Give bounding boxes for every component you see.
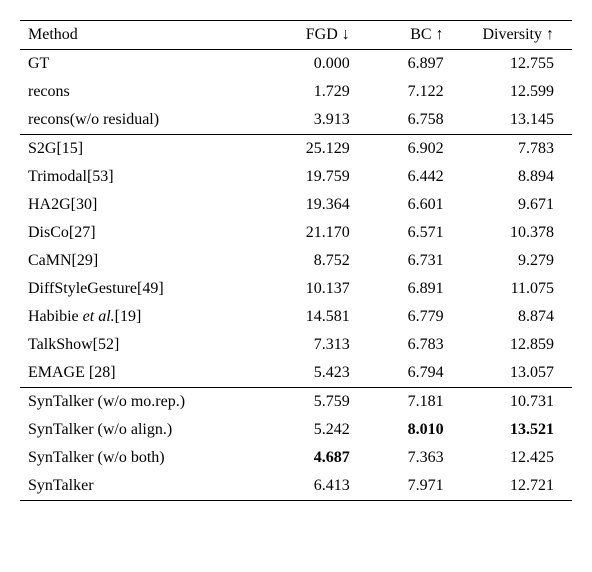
table-row: SynTalker (w/o align.)5.2428.01013.521 bbox=[20, 416, 572, 444]
cell-bc: 8.010 bbox=[368, 416, 462, 444]
table-row: SynTalker (w/o both)4.6877.36312.425 bbox=[20, 444, 572, 472]
cell-bc: 6.897 bbox=[368, 50, 462, 79]
cell-diversity: 12.721 bbox=[462, 472, 572, 501]
cell-method: SynTalker bbox=[20, 472, 268, 501]
table-row: EMAGE [28]5.4236.79413.057 bbox=[20, 359, 572, 388]
cell-bc: 6.779 bbox=[368, 303, 462, 331]
cell-fgd: 1.729 bbox=[268, 78, 367, 106]
table-header-row: Method FGD ↓ BC ↑ Diversity ↑ bbox=[20, 21, 572, 50]
cell-method: S2G[15] bbox=[20, 135, 268, 164]
cell-diversity: 13.145 bbox=[462, 106, 572, 135]
table-row: DiffStyleGesture[49]10.1376.89111.075 bbox=[20, 275, 572, 303]
results-table-container: Method FGD ↓ BC ↑ Diversity ↑ GT0.0006.8… bbox=[20, 20, 572, 501]
cell-bc: 6.891 bbox=[368, 275, 462, 303]
cell-method: SynTalker (w/o both) bbox=[20, 444, 268, 472]
table-row: DisCo[27]21.1706.57110.378 bbox=[20, 219, 572, 247]
cell-fgd: 19.759 bbox=[268, 163, 367, 191]
cell-bc: 7.181 bbox=[368, 388, 462, 417]
cell-bc: 6.731 bbox=[368, 247, 462, 275]
cell-bc: 6.783 bbox=[368, 331, 462, 359]
cell-fgd: 5.242 bbox=[268, 416, 367, 444]
cell-fgd: 10.137 bbox=[268, 275, 367, 303]
cell-fgd: 4.687 bbox=[268, 444, 367, 472]
cell-bc: 7.122 bbox=[368, 78, 462, 106]
table-row: S2G[15]25.1296.9027.783 bbox=[20, 135, 572, 164]
cell-bc: 7.363 bbox=[368, 444, 462, 472]
cell-bc: 6.442 bbox=[368, 163, 462, 191]
cell-diversity: 7.783 bbox=[462, 135, 572, 164]
cell-method: CaMN[29] bbox=[20, 247, 268, 275]
cell-diversity: 13.521 bbox=[462, 416, 572, 444]
cell-fgd: 6.413 bbox=[268, 472, 367, 501]
cell-method: DiffStyleGesture[49] bbox=[20, 275, 268, 303]
cell-diversity: 12.599 bbox=[462, 78, 572, 106]
cell-method: EMAGE [28] bbox=[20, 359, 268, 388]
cell-diversity: 11.075 bbox=[462, 275, 572, 303]
cell-fgd: 7.313 bbox=[268, 331, 367, 359]
cell-diversity: 10.378 bbox=[462, 219, 572, 247]
cell-bc: 6.902 bbox=[368, 135, 462, 164]
cell-fgd: 8.752 bbox=[268, 247, 367, 275]
cell-fgd: 25.129 bbox=[268, 135, 367, 164]
cell-bc: 6.571 bbox=[368, 219, 462, 247]
cell-fgd: 19.364 bbox=[268, 191, 367, 219]
cell-method: Habibie et al.[19] bbox=[20, 303, 268, 331]
cell-method: GT bbox=[20, 50, 268, 79]
cell-bc: 6.758 bbox=[368, 106, 462, 135]
cell-diversity: 9.671 bbox=[462, 191, 572, 219]
table-row: GT0.0006.89712.755 bbox=[20, 50, 572, 79]
cell-method: recons(w/o residual) bbox=[20, 106, 268, 135]
cell-diversity: 9.279 bbox=[462, 247, 572, 275]
cell-fgd: 14.581 bbox=[268, 303, 367, 331]
table-row: SynTalker (w/o mo.rep.)5.7597.18110.731 bbox=[20, 388, 572, 417]
cell-method: DisCo[27] bbox=[20, 219, 268, 247]
table-row: recons1.7297.12212.599 bbox=[20, 78, 572, 106]
cell-fgd: 3.913 bbox=[268, 106, 367, 135]
table-row: CaMN[29]8.7526.7319.279 bbox=[20, 247, 572, 275]
cell-diversity: 12.425 bbox=[462, 444, 572, 472]
cell-method: Trimodal[53] bbox=[20, 163, 268, 191]
cell-bc: 6.601 bbox=[368, 191, 462, 219]
cell-diversity: 12.859 bbox=[462, 331, 572, 359]
table-row: TalkShow[52]7.3136.78312.859 bbox=[20, 331, 572, 359]
table-row: Trimodal[53]19.7596.4428.894 bbox=[20, 163, 572, 191]
results-table: Method FGD ↓ BC ↑ Diversity ↑ GT0.0006.8… bbox=[20, 20, 572, 501]
cell-bc: 7.971 bbox=[368, 472, 462, 501]
cell-diversity: 10.731 bbox=[462, 388, 572, 417]
header-fgd: FGD ↓ bbox=[268, 21, 367, 50]
cell-method: TalkShow[52] bbox=[20, 331, 268, 359]
table-row: SynTalker6.4137.97112.721 bbox=[20, 472, 572, 501]
cell-method: SynTalker (w/o mo.rep.) bbox=[20, 388, 268, 417]
cell-diversity: 8.894 bbox=[462, 163, 572, 191]
cell-fgd: 21.170 bbox=[268, 219, 367, 247]
cell-bc: 6.794 bbox=[368, 359, 462, 388]
table-row: Habibie et al.[19]14.5816.7798.874 bbox=[20, 303, 572, 331]
cell-fgd: 5.423 bbox=[268, 359, 367, 388]
header-bc: BC ↑ bbox=[368, 21, 462, 50]
table-body: GT0.0006.89712.755recons1.7297.12212.599… bbox=[20, 50, 572, 501]
cell-method: SynTalker (w/o align.) bbox=[20, 416, 268, 444]
cell-method: recons bbox=[20, 78, 268, 106]
cell-diversity: 8.874 bbox=[462, 303, 572, 331]
table-row: recons(w/o residual)3.9136.75813.145 bbox=[20, 106, 572, 135]
cell-fgd: 5.759 bbox=[268, 388, 367, 417]
cell-diversity: 12.755 bbox=[462, 50, 572, 79]
cell-method: HA2G[30] bbox=[20, 191, 268, 219]
header-method: Method bbox=[20, 21, 268, 50]
table-row: HA2G[30]19.3646.6019.671 bbox=[20, 191, 572, 219]
cell-fgd: 0.000 bbox=[268, 50, 367, 79]
cell-diversity: 13.057 bbox=[462, 359, 572, 388]
header-diversity: Diversity ↑ bbox=[462, 21, 572, 50]
